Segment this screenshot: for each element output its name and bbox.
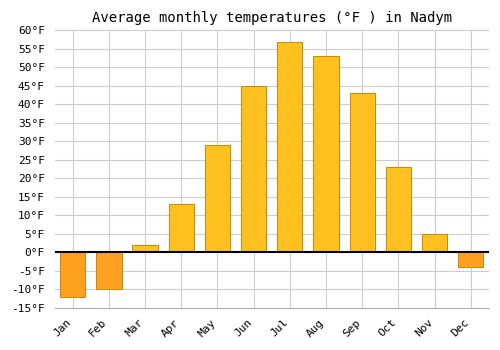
Bar (60, 252, 86, 297)
Bar (96, 252, 122, 289)
Title: Average monthly temperatures (°F ) in Nadym: Average monthly temperatures (°F ) in Na… (92, 11, 452, 25)
Bar (314, 56, 338, 252)
Bar (168, 204, 194, 252)
Bar (277, 42, 302, 252)
Bar (386, 167, 411, 252)
Bar (241, 86, 266, 252)
Bar (422, 234, 448, 252)
Bar (350, 93, 375, 252)
Bar (132, 245, 158, 252)
Bar (458, 252, 483, 267)
Bar (205, 145, 230, 252)
